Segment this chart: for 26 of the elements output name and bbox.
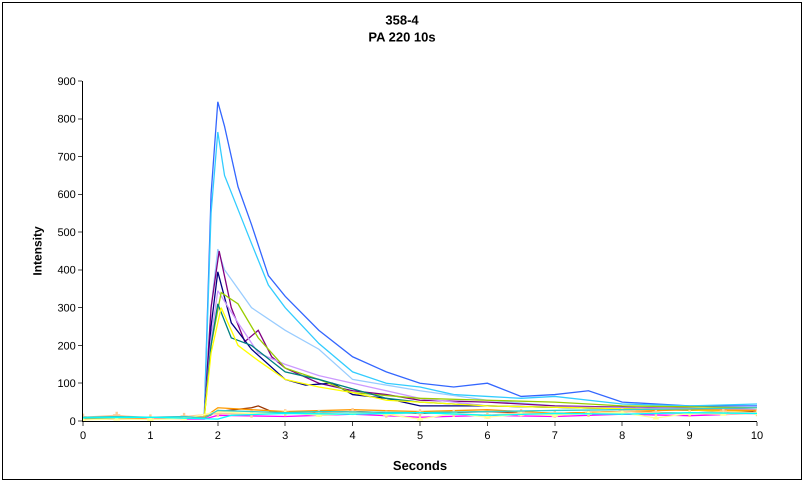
x-tick-label: 5	[416, 430, 424, 442]
y-tick-label: 900	[57, 76, 76, 88]
x-tick-label: 7	[552, 430, 558, 442]
x-axis-title: Seconds	[392, 458, 448, 473]
y-tick-label: 400	[57, 264, 76, 277]
y-tick-label: 200	[57, 340, 76, 352]
x-tick-label: 1	[147, 430, 154, 442]
y-tick-label: 700	[57, 151, 76, 164]
x-tick-label: 3	[282, 430, 288, 442]
x-tick-label: 9	[686, 430, 693, 442]
x-tick-label: 8	[619, 430, 626, 442]
chart-title: 358-4	[385, 12, 420, 28]
chart-subtitle: PA 220 10s	[368, 29, 436, 44]
x-tick-label: 2	[214, 430, 221, 442]
y-tick-label: 600	[57, 189, 76, 202]
x-tick-label: 0	[80, 430, 86, 442]
y-tick-label: 300	[57, 302, 76, 315]
x-tick-label: 6	[484, 430, 490, 442]
y-tick-label: 500	[57, 226, 76, 239]
line-series	[204, 101, 757, 416]
y-tick-label: 100	[57, 378, 76, 390]
y-tick-label: 0	[70, 416, 76, 428]
x-tick-label: 10	[750, 430, 764, 442]
y-axis-title: Intensity	[30, 226, 45, 276]
y-tick-label: 800	[57, 114, 76, 126]
x-tick-label: 4	[350, 430, 356, 442]
